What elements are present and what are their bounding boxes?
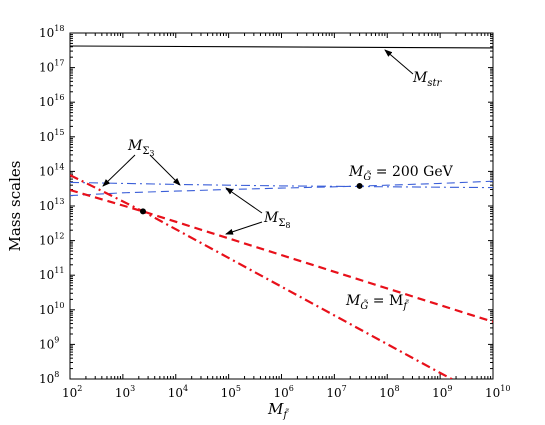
arrow-m-sigma3-left xyxy=(102,154,136,187)
x-tick-label: 106 xyxy=(274,384,294,400)
y-tick-label: 1013 xyxy=(39,197,64,213)
data-point-0 xyxy=(139,208,146,215)
y-tick-label: 1018 xyxy=(39,24,64,40)
data-point-1 xyxy=(356,182,363,189)
label-m-sigma8: MΣ8 xyxy=(263,210,291,230)
label-m-gravitino-eq-m-ftilde: MG̃ = Mf̃ xyxy=(345,293,409,312)
series-line-m-sigma3-red xyxy=(70,188,493,323)
series-layer xyxy=(70,45,493,379)
y-tick-label: 108 xyxy=(39,370,59,386)
y-tick-label: 1017 xyxy=(39,59,64,75)
y-tick-label: 1015 xyxy=(39,128,64,144)
x-tick-label: 102 xyxy=(62,384,82,400)
annotation-arrows xyxy=(102,49,414,235)
arrow-m-sigma3-right xyxy=(149,154,181,186)
arrow-m-sigma8-lower xyxy=(225,221,263,235)
y-tick-label: 1016 xyxy=(39,93,64,109)
y-tick-label: 1011 xyxy=(39,266,64,282)
axis-ticks xyxy=(69,32,494,380)
points-layer xyxy=(139,182,363,215)
x-tick-label: 108 xyxy=(379,384,399,400)
x-tick-label: 104 xyxy=(168,384,188,400)
x-tick-label: 109 xyxy=(432,384,452,400)
series-line-m-sigma8-red xyxy=(70,174,455,379)
x-tick-label: 105 xyxy=(221,384,241,400)
x-tick-label: 107 xyxy=(326,384,346,400)
y-tick-label: 109 xyxy=(39,335,59,351)
arrow-m-str xyxy=(384,49,414,75)
x-tick-label: 1010 xyxy=(485,384,510,400)
x-tick-label: 103 xyxy=(115,384,135,400)
y-axis-label: Mass scales xyxy=(6,161,24,252)
arrow-m-sigma8-upper xyxy=(225,187,263,214)
label-m-str: Mstr xyxy=(412,70,442,89)
label-m-gravitino-200: MG̃ = 200 GeV xyxy=(348,164,454,183)
series-line-m-sigma3-blue xyxy=(70,180,493,197)
series-line-m-str xyxy=(70,45,493,49)
x-axis-label: Mf̃ xyxy=(267,400,289,421)
y-tick-label: 1014 xyxy=(39,162,64,178)
series-line-m-sigma8-blue xyxy=(70,181,493,189)
y-tick-label: 1010 xyxy=(39,301,64,317)
y-tick-label: 1012 xyxy=(39,232,64,248)
y-tick-labels: 108 109 1010 1011 1012 1013 1014 1015 1016 1017 10… xyxy=(39,24,64,386)
x-tick-labels: 102 103 104 105 106 107 108 109 1010 xyxy=(62,384,510,400)
label-m-sigma3: MΣ3 xyxy=(127,138,155,158)
